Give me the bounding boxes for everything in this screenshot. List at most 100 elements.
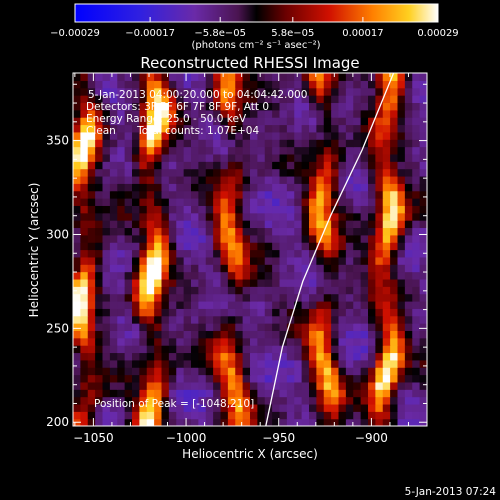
heatmap-cell bbox=[227, 293, 236, 302]
heatmap-cell bbox=[272, 264, 281, 273]
heatmap-cell bbox=[360, 212, 369, 221]
heatmap-cell bbox=[132, 153, 140, 162]
heatmap-cell bbox=[331, 175, 340, 184]
heatmap-cell bbox=[309, 345, 317, 354]
heatmap-cell bbox=[102, 102, 111, 111]
heatmap-cell bbox=[345, 117, 354, 126]
heatmap-cell bbox=[191, 315, 199, 324]
heatmap-cell bbox=[205, 264, 214, 273]
heatmap-cell bbox=[331, 418, 340, 426]
heatmap-cell bbox=[87, 205, 96, 214]
heatmap-cell bbox=[109, 345, 118, 354]
heatmap-cell bbox=[183, 381, 192, 390]
heatmap-cell bbox=[161, 315, 170, 324]
heatmap-cell bbox=[316, 153, 325, 162]
heatmap-cell bbox=[397, 168, 406, 177]
heatmap-cell bbox=[286, 352, 295, 361]
heatmap-cell bbox=[286, 300, 295, 309]
heatmap-cell bbox=[176, 323, 185, 331]
heatmap-cell bbox=[191, 175, 199, 184]
heatmap-cell bbox=[242, 73, 251, 81]
heatmap-cell bbox=[353, 242, 362, 251]
heatmap-cell bbox=[220, 117, 229, 126]
heatmap-cell bbox=[198, 271, 207, 280]
heatmap-cell bbox=[242, 300, 251, 309]
heatmap-cell bbox=[368, 293, 376, 302]
heatmap-cell bbox=[316, 242, 325, 251]
heatmap-cell bbox=[286, 220, 295, 229]
heatmap-cell bbox=[132, 109, 140, 118]
heatmap-cell bbox=[264, 175, 273, 184]
heatmap-cell bbox=[279, 161, 288, 170]
heatmap-cell bbox=[191, 374, 199, 383]
heatmap-cell bbox=[375, 205, 384, 214]
heatmap-cell bbox=[191, 381, 199, 390]
heatmap-cell bbox=[338, 381, 347, 390]
heatmap-cell bbox=[345, 153, 354, 162]
heatmap-cell bbox=[419, 323, 427, 331]
heatmap-cell bbox=[353, 87, 362, 96]
heatmap-cell bbox=[345, 337, 354, 346]
heatmap-cell bbox=[117, 220, 126, 229]
heatmap-cell bbox=[316, 271, 325, 280]
heatmap-cell bbox=[360, 315, 369, 324]
heatmap-cell bbox=[80, 220, 89, 229]
heatmap-cell bbox=[191, 242, 199, 251]
heatmap-cell bbox=[368, 73, 376, 81]
heatmap-cell bbox=[338, 271, 347, 280]
heatmap-cell bbox=[331, 286, 340, 295]
heatmap-cell bbox=[132, 418, 140, 426]
heatmap-cell bbox=[176, 308, 185, 317]
heatmap-cell bbox=[102, 190, 111, 199]
heatmap-cell bbox=[191, 131, 199, 140]
heatmap-cell bbox=[95, 168, 104, 177]
heatmap-cell bbox=[264, 227, 273, 236]
heatmap-cell bbox=[132, 411, 140, 420]
heatmap-cell bbox=[345, 102, 354, 111]
heatmap-cell bbox=[132, 168, 140, 177]
heatmap-cell bbox=[139, 73, 148, 81]
heatmap-cell bbox=[191, 205, 199, 214]
heatmap-cell bbox=[412, 161, 421, 170]
heatmap-cell bbox=[264, 205, 273, 214]
heatmap-cell bbox=[264, 153, 273, 162]
heatmap-cell bbox=[109, 109, 118, 118]
heatmap-cell bbox=[102, 278, 111, 287]
heatmap-cell bbox=[286, 374, 295, 383]
heatmap-cell bbox=[161, 124, 170, 133]
heatmap-cell bbox=[161, 337, 170, 346]
heatmap-cell bbox=[301, 352, 310, 361]
heatmap-cell bbox=[419, 190, 427, 199]
heatmap-cell bbox=[397, 403, 406, 412]
heatmap-cell bbox=[95, 403, 104, 412]
heatmap-cell bbox=[279, 403, 288, 412]
heatmap-cell bbox=[360, 381, 369, 390]
heatmap-cell bbox=[375, 161, 384, 170]
heatmap-cell bbox=[80, 359, 89, 368]
heatmap-cell bbox=[168, 286, 177, 295]
heatmap-cell bbox=[345, 131, 354, 140]
heatmap-cell bbox=[95, 264, 104, 273]
heatmap-cell bbox=[146, 80, 155, 89]
heatmap-cell bbox=[124, 271, 133, 280]
heatmap-cell bbox=[368, 389, 376, 398]
heatmap-cell bbox=[176, 359, 185, 368]
heatmap-cell bbox=[323, 131, 332, 140]
heatmap-cell bbox=[198, 418, 207, 426]
heatmap-cell bbox=[353, 411, 362, 420]
heatmap-cell bbox=[397, 337, 406, 346]
heatmap-cell bbox=[301, 183, 310, 192]
heatmap-cell bbox=[124, 359, 133, 368]
heatmap-cell bbox=[309, 330, 317, 339]
heatmap-cell bbox=[382, 220, 391, 229]
heatmap-cell bbox=[264, 109, 273, 118]
heatmap-cell bbox=[80, 308, 89, 317]
heatmap-cell bbox=[235, 381, 244, 390]
heatmap-cell bbox=[220, 131, 229, 140]
heatmap-cell bbox=[272, 227, 281, 236]
heatmap-cell bbox=[191, 102, 199, 111]
heatmap-cell bbox=[338, 337, 347, 346]
heatmap-cell bbox=[412, 418, 421, 426]
heatmap-cell bbox=[279, 183, 288, 192]
